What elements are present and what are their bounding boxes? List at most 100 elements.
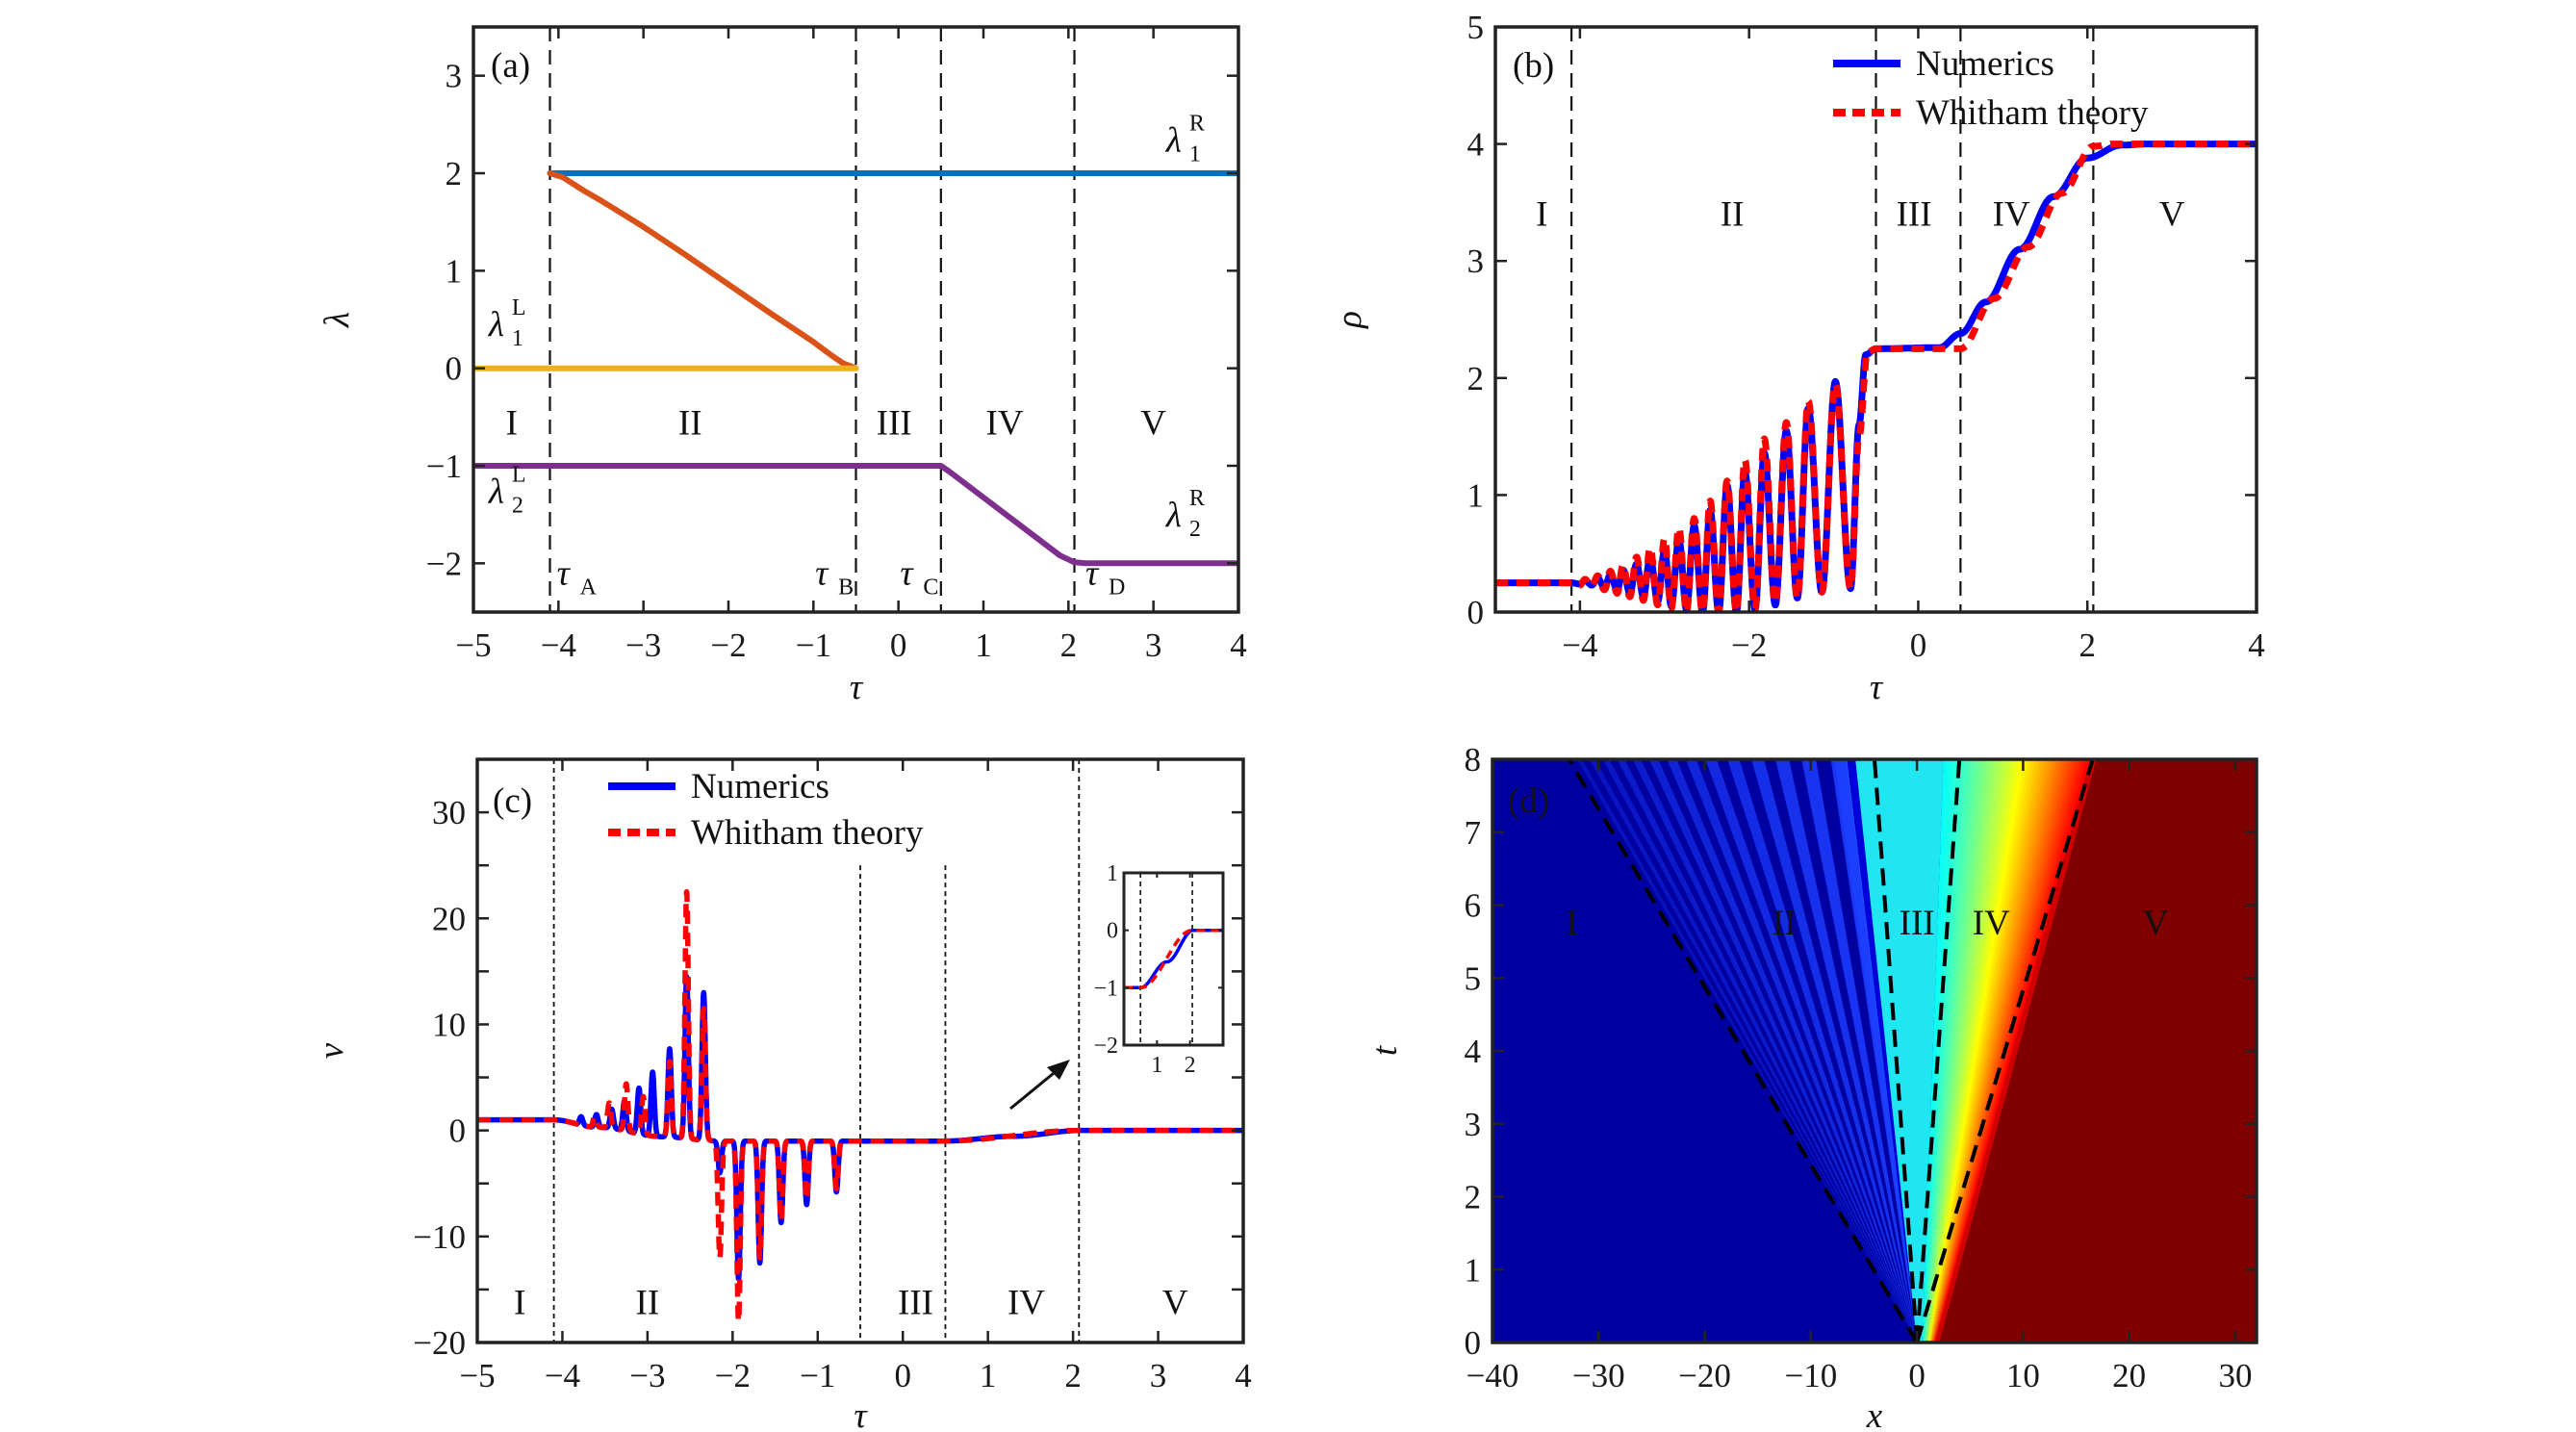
y-tick-label: 0 <box>446 350 463 388</box>
lambda-annotation-base: λ <box>488 305 504 345</box>
y-tick-label: 6 <box>1465 887 1482 925</box>
y-tick-label: −20 <box>413 1324 466 1362</box>
region-label-v: V <box>1140 404 1166 444</box>
heatmap-area <box>1492 759 2257 1342</box>
y-tick-label: −2 <box>1093 1034 1118 1059</box>
heatmap-stripe <box>1801 759 1918 1342</box>
lambda-annotation-sub: 2 <box>512 494 523 519</box>
plot-area <box>477 759 1243 1342</box>
x-axis-label: τ <box>850 668 864 707</box>
y-tick-label: 1 <box>1107 861 1118 886</box>
inset: 1 2−2−101 <box>1093 861 1225 1078</box>
axes-frame <box>472 25 1240 614</box>
y-tick-label: 4 <box>1465 1033 1482 1070</box>
heatmap-stripe <box>1649 759 1918 1342</box>
tau-annotation-sub: A <box>580 575 598 601</box>
y-tick-label: 4 <box>1467 126 1485 164</box>
y-tick-label: 3 <box>1467 243 1485 280</box>
x-tick-label: 10 <box>2006 1357 2040 1394</box>
x-tick-label: 2 <box>2079 626 2096 664</box>
y-tick-label: 5 <box>1467 9 1485 46</box>
x-tick-label: 3 <box>1150 1357 1167 1394</box>
x-tick-label: 2 <box>1185 1053 1196 1078</box>
x-tick-label: −2 <box>710 626 746 664</box>
y-tick-label: 7 <box>1465 814 1482 852</box>
region-label-i: I <box>1567 904 1578 943</box>
arrow-head-icon <box>1047 1060 1070 1080</box>
x-tick-label: −5 <box>455 626 491 664</box>
x-tick-label: −5 <box>459 1357 495 1394</box>
region-label-iii: III <box>898 1283 933 1322</box>
region-label-i: I <box>506 404 518 444</box>
y-axis-label: λ <box>318 312 357 328</box>
panel-label-c: (c) <box>493 781 532 821</box>
y-tick-label: 0 <box>449 1112 467 1150</box>
panel-label-a: (a) <box>491 46 530 86</box>
legend-whitham-label: Whitham theory <box>1916 93 2149 133</box>
region-label-iii: III <box>1900 904 1935 943</box>
x-tick-label: −20 <box>1678 1357 1731 1394</box>
lambda-annotation-sup: R <box>1189 112 1205 137</box>
region-label-i: I <box>1536 195 1547 235</box>
x-tick-label: −10 <box>1784 1357 1837 1394</box>
x-tick-label: −1 <box>800 1357 835 1394</box>
panel-label-b: (b) <box>1513 46 1554 86</box>
series-line-1 <box>547 170 859 371</box>
region-label-iv: IV <box>1007 1283 1045 1322</box>
heatmap-red-edge <box>1934 759 2098 1342</box>
heatmap-stripe <box>1727 759 1918 1342</box>
region-label-iii: III <box>1897 195 1932 235</box>
x-tick-label: −2 <box>1731 626 1767 664</box>
x-tick-label: −4 <box>1562 626 1597 664</box>
legend-numerics-label: Numerics <box>1916 44 2054 84</box>
x-tick-label: −30 <box>1572 1357 1625 1394</box>
region-label-ii: II <box>1721 195 1745 235</box>
x-tick-label: 1 <box>980 1357 997 1394</box>
x-tick-label: 1 <box>1151 1053 1162 1078</box>
x-tick-label: 1 <box>975 626 992 664</box>
heatmap-region-iii <box>1855 759 1944 1342</box>
region-label-iv: IV <box>1973 904 2010 943</box>
x-tick-label: 2 <box>1064 1357 1082 1394</box>
y-tick-label: 0 <box>1107 919 1118 944</box>
x-tick-label: 4 <box>1230 626 1247 664</box>
lambda-annotation-base: λ <box>1165 121 1182 161</box>
x-tick-label: 2 <box>1060 626 1078 664</box>
heatmap-stripe <box>1632 759 1918 1342</box>
y-tick-label: 3 <box>446 58 463 95</box>
x-tick-label: 0 <box>1908 1357 1926 1394</box>
y-tick-label: 2 <box>1465 1179 1482 1216</box>
inset-plot-area <box>1124 873 1223 1045</box>
heatmap-stripe <box>1685 759 1918 1342</box>
region-label-iv: IV <box>1993 195 2030 235</box>
y-axis-label: t <box>1365 1044 1405 1056</box>
x-axis-label: τ <box>1870 668 1884 707</box>
region-label-iii: III <box>877 404 912 444</box>
characteristic-dashed-line <box>1915 759 2095 1342</box>
y-tick-label: 1 <box>1465 1251 1482 1289</box>
region-label-v: V <box>1162 1283 1188 1322</box>
heatmap-stripe <box>1617 759 1918 1342</box>
x-tick-label: 20 <box>2112 1357 2146 1394</box>
y-tick-label: 3 <box>1465 1106 1482 1143</box>
x-tick-label: −40 <box>1467 1357 1519 1394</box>
region-label-ii: II <box>678 404 702 444</box>
y-tick-label: 30 <box>432 794 466 831</box>
x-tick-label: −4 <box>545 1357 580 1394</box>
y-tick-label: 8 <box>1465 741 1482 779</box>
x-tick-label: 30 <box>2218 1357 2252 1394</box>
x-tick-label: 0 <box>1910 626 1927 664</box>
series-whitham-line <box>477 888 1243 1324</box>
x-tick-label: 0 <box>890 626 907 664</box>
y-tick-label: 0 <box>1467 594 1485 631</box>
tau-annotation-sub: C <box>923 575 938 601</box>
tau-annotation-base: τ <box>815 554 829 594</box>
characteristic-dashed-line <box>1567 759 1919 1342</box>
heatmap-region-v <box>1939 759 2257 1342</box>
characteristic-dashed-line <box>1873 759 1920 1342</box>
lambda-annotation-sub: 1 <box>512 326 523 351</box>
